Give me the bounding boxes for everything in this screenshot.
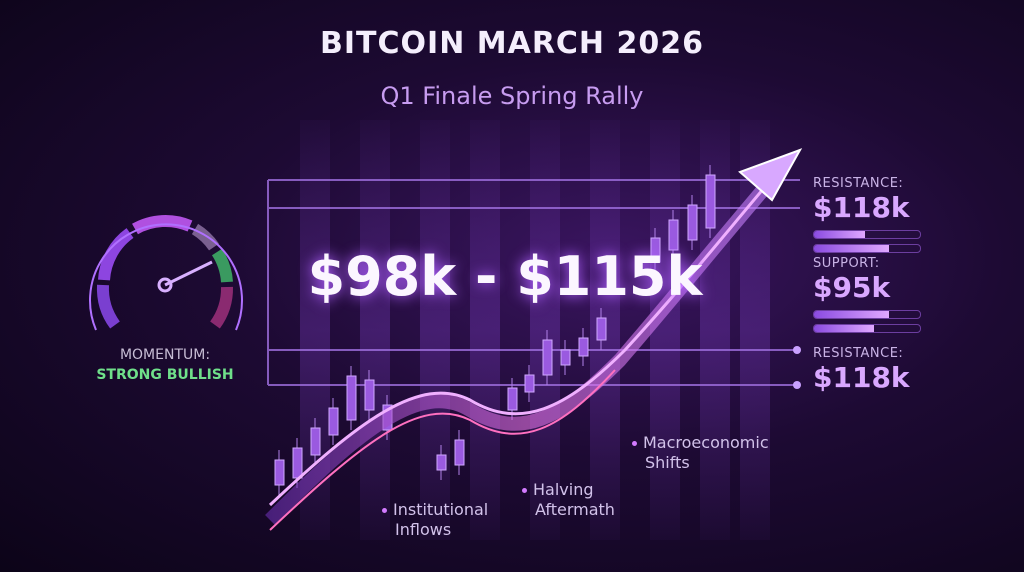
price-range: $98k - $115k [307,245,703,308]
level-label: RESISTANCE: [813,176,904,191]
level-dot [793,346,801,354]
candle-body [364,379,375,411]
page-title: BITCOIN MARCH 2026 [320,26,704,61]
candle-body [507,387,518,411]
driver-line: Halving [533,480,594,499]
level-bar [813,244,921,253]
candle-body [346,375,357,421]
background-column [650,120,680,540]
level-label: RESISTANCE: [813,346,904,361]
trend-arrow-head [738,148,803,202]
candle-body [436,454,447,471]
driver-institutional: Institutional Inflows [382,500,488,540]
driver-line: Aftermath [535,500,615,519]
driver-line: Institutional [393,500,489,519]
level-label: SUPPORT: [813,256,880,271]
level-resistance-top: RESISTANCE: $118k [813,176,921,253]
candle-body [328,407,339,436]
candle-body [524,374,535,393]
background-columns [300,120,770,540]
level-bar [813,324,921,333]
level-value: $118k [813,191,910,224]
candle-body [542,339,553,376]
page-subtitle: Q1 Finale Spring Rally [380,82,644,110]
background-column [470,120,500,540]
candle-body [274,459,285,486]
level-support: SUPPORT: $95k [813,256,921,333]
level-bar [813,230,921,239]
candle-body [650,237,661,263]
driver-line: Macroeconomic [643,433,769,452]
candle-body [454,439,465,466]
candle-body [668,219,679,251]
candle-body [705,174,716,229]
candle-body [578,337,589,357]
driver-line: Shifts [645,453,690,472]
level-resistance-bottom: RESISTANCE: $118k [813,346,910,394]
driver-line: Inflows [395,520,452,539]
level-value: $118k [813,361,910,394]
momentum-gauge [89,214,243,331]
bullet-icon [382,508,387,513]
momentum-value: STRONG BULLISH [96,367,234,383]
background-column [420,120,450,540]
candle-body [596,317,607,341]
background-column [360,120,390,540]
candle-body [560,349,571,366]
momentum-label: MOMENTUM: [119,347,211,363]
level-bar [813,310,921,319]
level-value: $95k [813,271,891,304]
candle-body [310,427,321,456]
background-column [530,120,560,540]
level-dot [793,381,801,389]
bullet-icon [522,488,527,493]
driver-macro: Macroeconomic Shifts [632,433,769,473]
candle-body [292,447,303,479]
candle-body [687,204,698,241]
bullet-icon [632,441,637,446]
driver-halving: Halving Aftermath [522,480,615,520]
trend-wave [265,165,786,531]
